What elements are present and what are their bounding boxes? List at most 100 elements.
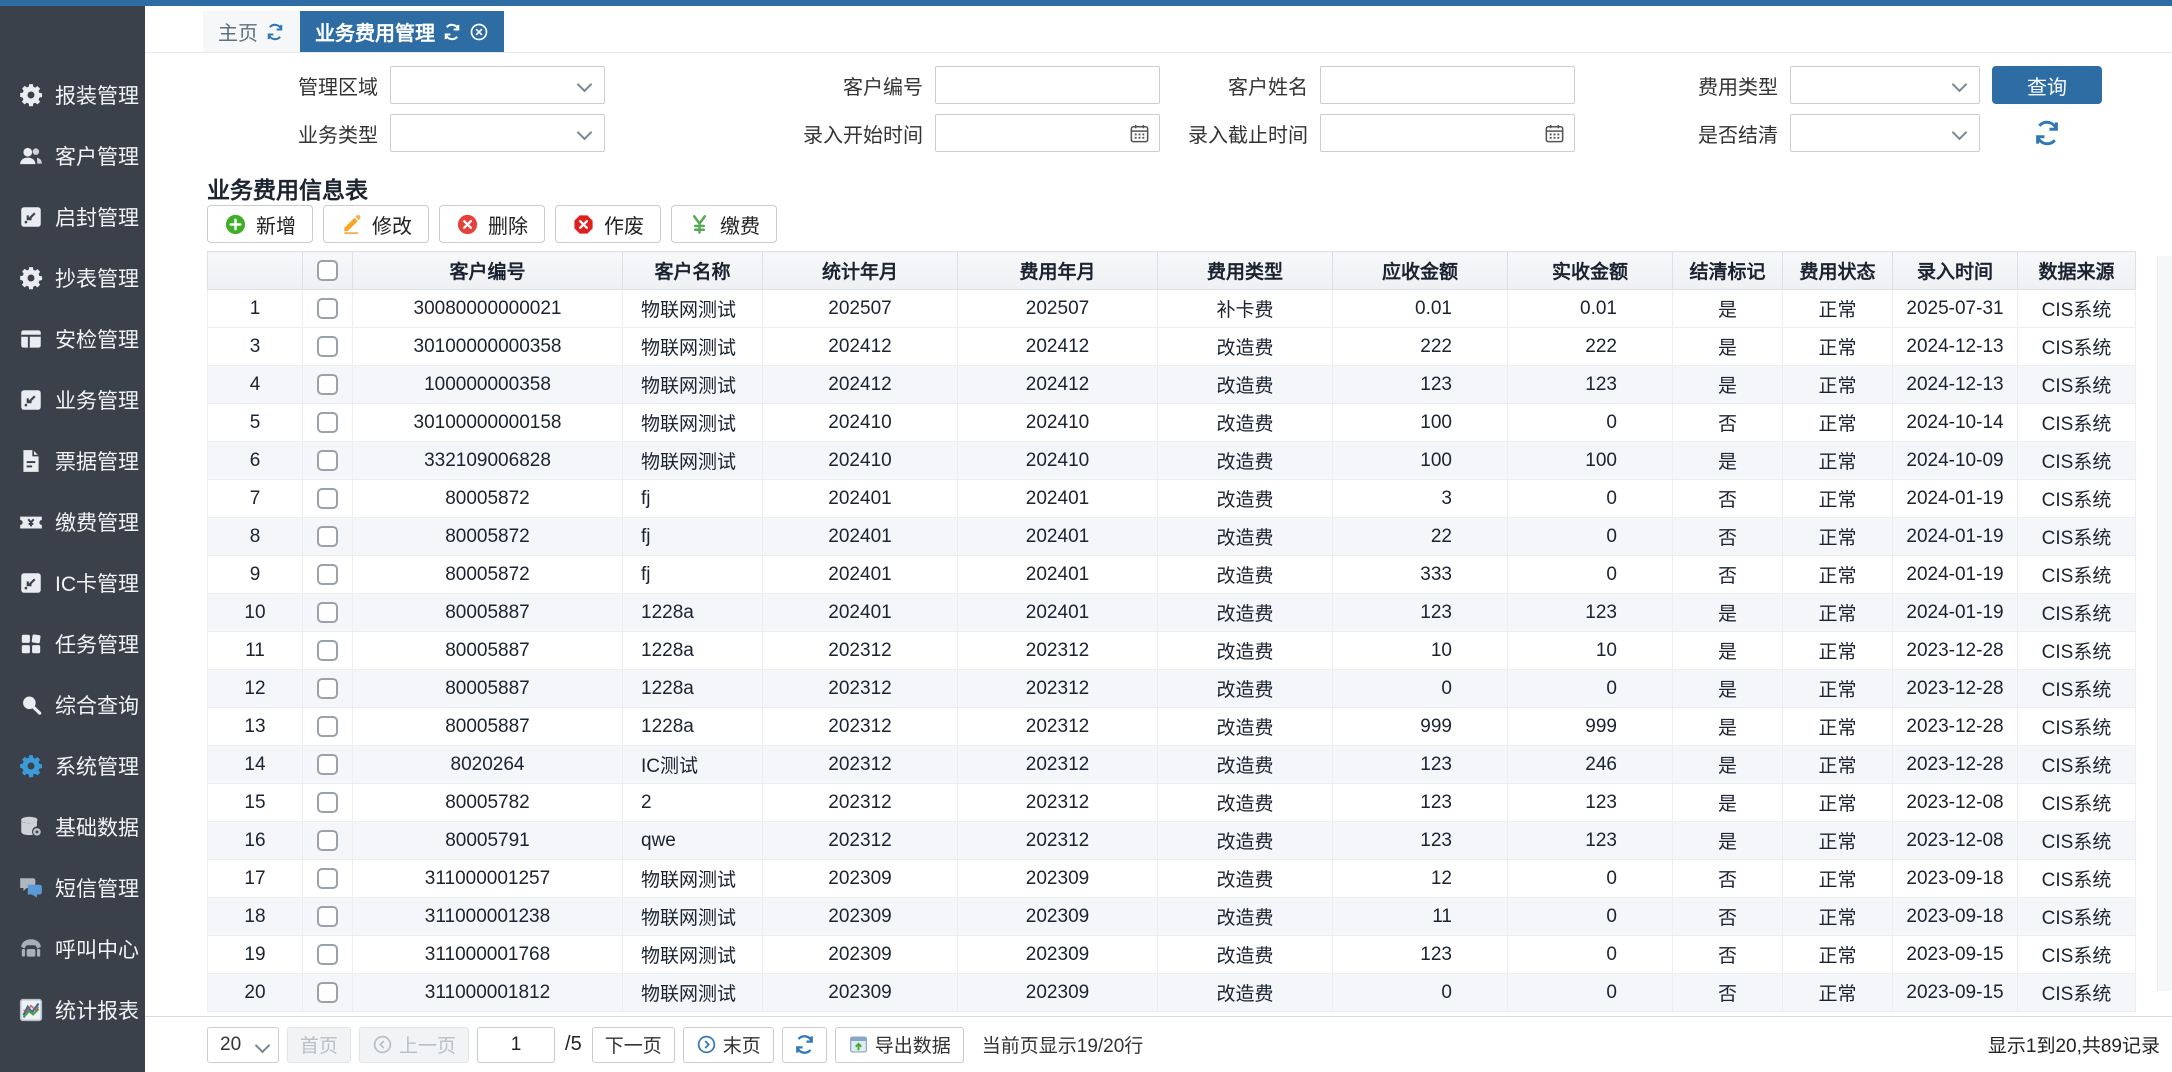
sidebar-item-ic-card[interactable]: IC卡管理	[0, 552, 145, 613]
entry-start-date-input[interactable]	[935, 114, 1160, 152]
cell-status: 正常	[1782, 403, 1893, 442]
row-checkbox[interactable]	[317, 373, 338, 395]
row-checkbox[interactable]	[317, 715, 338, 737]
sidebar-item-call-center[interactable]: 呼叫中心	[0, 918, 145, 979]
cell-entry-time: 2025-07-31	[1892, 289, 2018, 328]
sidebar-item-task[interactable]: 任务管理	[0, 613, 145, 674]
row-checkbox[interactable]	[317, 487, 338, 509]
is-settled-select[interactable]	[1790, 114, 1980, 152]
calendar-icon[interactable]	[1543, 122, 1566, 145]
table-row[interactable]: 12 80005887 1228a 202312 202312 改造费 0 0 是正常 2023-…	[207, 669, 2136, 708]
table-row[interactable]: 17 311000001257 物联网测试 202309 202309 改造费 12 0 否正常…	[207, 859, 2136, 898]
sidebar-item-label: 客户管理	[55, 145, 139, 169]
table-scrollbar[interactable]	[2157, 256, 2172, 991]
row-checkbox[interactable]	[317, 981, 338, 1003]
row-number-header	[207, 251, 303, 290]
close-icon[interactable]	[469, 22, 489, 42]
sidebar-item-business[interactable]: 业务管理	[0, 369, 145, 430]
table-row[interactable]: 13 80005887 1228a 202312 202312 改造费 999 999 是正常 2…	[207, 707, 2136, 746]
region-select[interactable]	[390, 66, 605, 104]
refresh-icon[interactable]	[2032, 118, 2062, 148]
row-checkbox[interactable]	[317, 905, 338, 927]
table-row[interactable]: 10 80005887 1228a 202401 202401 改造费 123 123 是正常 2…	[207, 593, 2136, 632]
table-row[interactable]: 11 80005887 1228a 202312 202312 改造费 10 10 是正常 202…	[207, 631, 2136, 670]
table-toolbar: 新增 修改 删除 作废 缴费	[207, 205, 2172, 243]
next-page-button[interactable]: 下一页	[591, 1026, 675, 1063]
cell-customer-name: 物联网测试	[622, 365, 763, 404]
sidebar-item-install[interactable]: 报装管理	[0, 64, 145, 125]
table-row[interactable]: 18 311000001238 物联网测试 202309 202309 改造费 11 0 否正常…	[207, 897, 2136, 936]
row-checkbox[interactable]	[317, 943, 338, 965]
first-page-button[interactable]: 首页	[287, 1026, 352, 1063]
customer-name-input[interactable]	[1320, 66, 1575, 104]
sidebar-item-customer[interactable]: 客户管理	[0, 125, 145, 186]
row-checkbox[interactable]	[317, 639, 338, 661]
row-checkbox[interactable]	[317, 335, 338, 357]
row-checkbox[interactable]	[317, 867, 338, 889]
table-row[interactable]: 8 80005872 fj 202401 202401 改造费 22 0 否正常 2024-01-…	[207, 517, 2136, 556]
select-all-checkbox[interactable]	[317, 259, 338, 281]
sidebar-item-sms[interactable]: 短信管理	[0, 857, 145, 918]
sidebar-item-report[interactable]: 统计报表	[0, 979, 145, 1040]
add-button[interactable]: 新增	[207, 205, 313, 243]
table-row[interactable]: 9 80005872 fj 202401 202401 改造费 333 0 否正常 2024-01…	[207, 555, 2136, 594]
cell-customer-no: 30100000000158	[352, 403, 623, 442]
customer-no-input[interactable]	[935, 66, 1160, 104]
sidebar-item-invoice[interactable]: 票据管理	[0, 430, 145, 491]
tab-home[interactable]: 主页	[203, 11, 300, 52]
row-checkbox[interactable]	[317, 791, 338, 813]
row-checkbox[interactable]	[317, 601, 338, 623]
gear-icon	[18, 82, 44, 108]
tab-business-fee[interactable]: 业务费用管理	[300, 11, 504, 52]
table-row[interactable]: 7 80005872 fj 202401 202401 改造费 3 0 否正常 2024-01-1…	[207, 479, 2136, 518]
table-row[interactable]: 15 80005782 2 202312 202312 改造费 123 123 是正常 2023-…	[207, 783, 2136, 822]
table-row[interactable]: 16 80005791 qwe 202312 202312 改造费 123 123 是正常 202…	[207, 821, 2136, 860]
sidebar-item-query[interactable]: 综合查询	[0, 674, 145, 735]
cell-customer-no: 80005887	[352, 669, 623, 708]
sidebar-item-meter-read[interactable]: 抄表管理	[0, 247, 145, 308]
row-checkbox[interactable]	[317, 677, 338, 699]
edit-button[interactable]: 修改	[323, 205, 429, 243]
calendar-icon[interactable]	[1128, 122, 1151, 145]
table-row[interactable]: 1 30080000000021 物联网测试 202507 202507 补卡费 0.01 0…	[207, 289, 2136, 328]
row-checkbox[interactable]	[317, 525, 338, 547]
sidebar-item-base-data[interactable]: 基础数据	[0, 796, 145, 857]
refresh-icon[interactable]	[265, 22, 285, 42]
row-checkbox[interactable]	[317, 829, 338, 851]
prev-page-button[interactable]: 上一页	[359, 1026, 470, 1063]
business-type-select[interactable]	[390, 114, 605, 152]
last-page-button[interactable]: 末页	[682, 1026, 774, 1063]
row-checkbox[interactable]	[317, 297, 338, 319]
sidebar-item-safety-check[interactable]: 安检管理	[0, 308, 145, 369]
void-button[interactable]: 作废	[555, 205, 661, 243]
table-row[interactable]: 20 311000001812 物联网测试 202309 202309 改造费 0 0 否正常 2…	[207, 973, 2136, 1012]
sidebar-item-payment[interactable]: 缴费管理	[0, 491, 145, 552]
export-button[interactable]: 导出数据	[834, 1026, 964, 1063]
sidebar-item-unseal[interactable]: 启封管理	[0, 186, 145, 247]
business-type-label: 业务类型	[298, 124, 378, 147]
cell-source: CIS系统	[2017, 441, 2136, 480]
row-checkbox[interactable]	[317, 753, 338, 775]
table-row[interactable]: 6 332109006828 物联网测试 202410 202410 改造费 100 100 是…	[207, 441, 2136, 480]
refresh-button[interactable]	[781, 1026, 827, 1063]
fee-type-select[interactable]	[1790, 66, 1980, 104]
row-checkbox[interactable]	[317, 411, 338, 433]
table-row[interactable]: 5 30100000000158 物联网测试 202410 202410 改造费 100 0 否…	[207, 403, 2136, 442]
table-row[interactable]: 4 100000000358 物联网测试 202412 202412 改造费 123 123 是…	[207, 365, 2136, 404]
search-button[interactable]: 查询	[1992, 66, 2102, 104]
cell-customer-name: 1228a	[622, 707, 763, 746]
row-checkbox[interactable]	[317, 449, 338, 471]
entry-end-date-input[interactable]	[1320, 114, 1575, 152]
table-header-row: 客户编号 客户名称 统计年月 费用年月 费用类型 应收金额 实收金额 结清标记 费用状态 录入时间…	[207, 251, 2136, 290]
page-size-select[interactable]: 20	[207, 1026, 279, 1063]
table-row[interactable]: 3 30100000000358 物联网测试 202412 202412 改造费 222 22…	[207, 327, 2136, 366]
table-row[interactable]: 19 311000001768 物联网测试 202309 202309 改造费 123 0 否正…	[207, 935, 2136, 974]
delete-button[interactable]: 删除	[439, 205, 545, 243]
sidebar-item-system[interactable]: 系统管理	[0, 735, 145, 796]
pay-button[interactable]: 缴费	[671, 205, 777, 243]
page-number-input[interactable]	[477, 1026, 556, 1063]
table-row[interactable]: 14 8020264 IC测试 202312 202312 改造费 123 246 是正常 202…	[207, 745, 2136, 784]
refresh-icon[interactable]	[442, 22, 462, 42]
row-checkbox[interactable]	[317, 563, 338, 585]
cell-stat-month: 202312	[762, 821, 958, 860]
